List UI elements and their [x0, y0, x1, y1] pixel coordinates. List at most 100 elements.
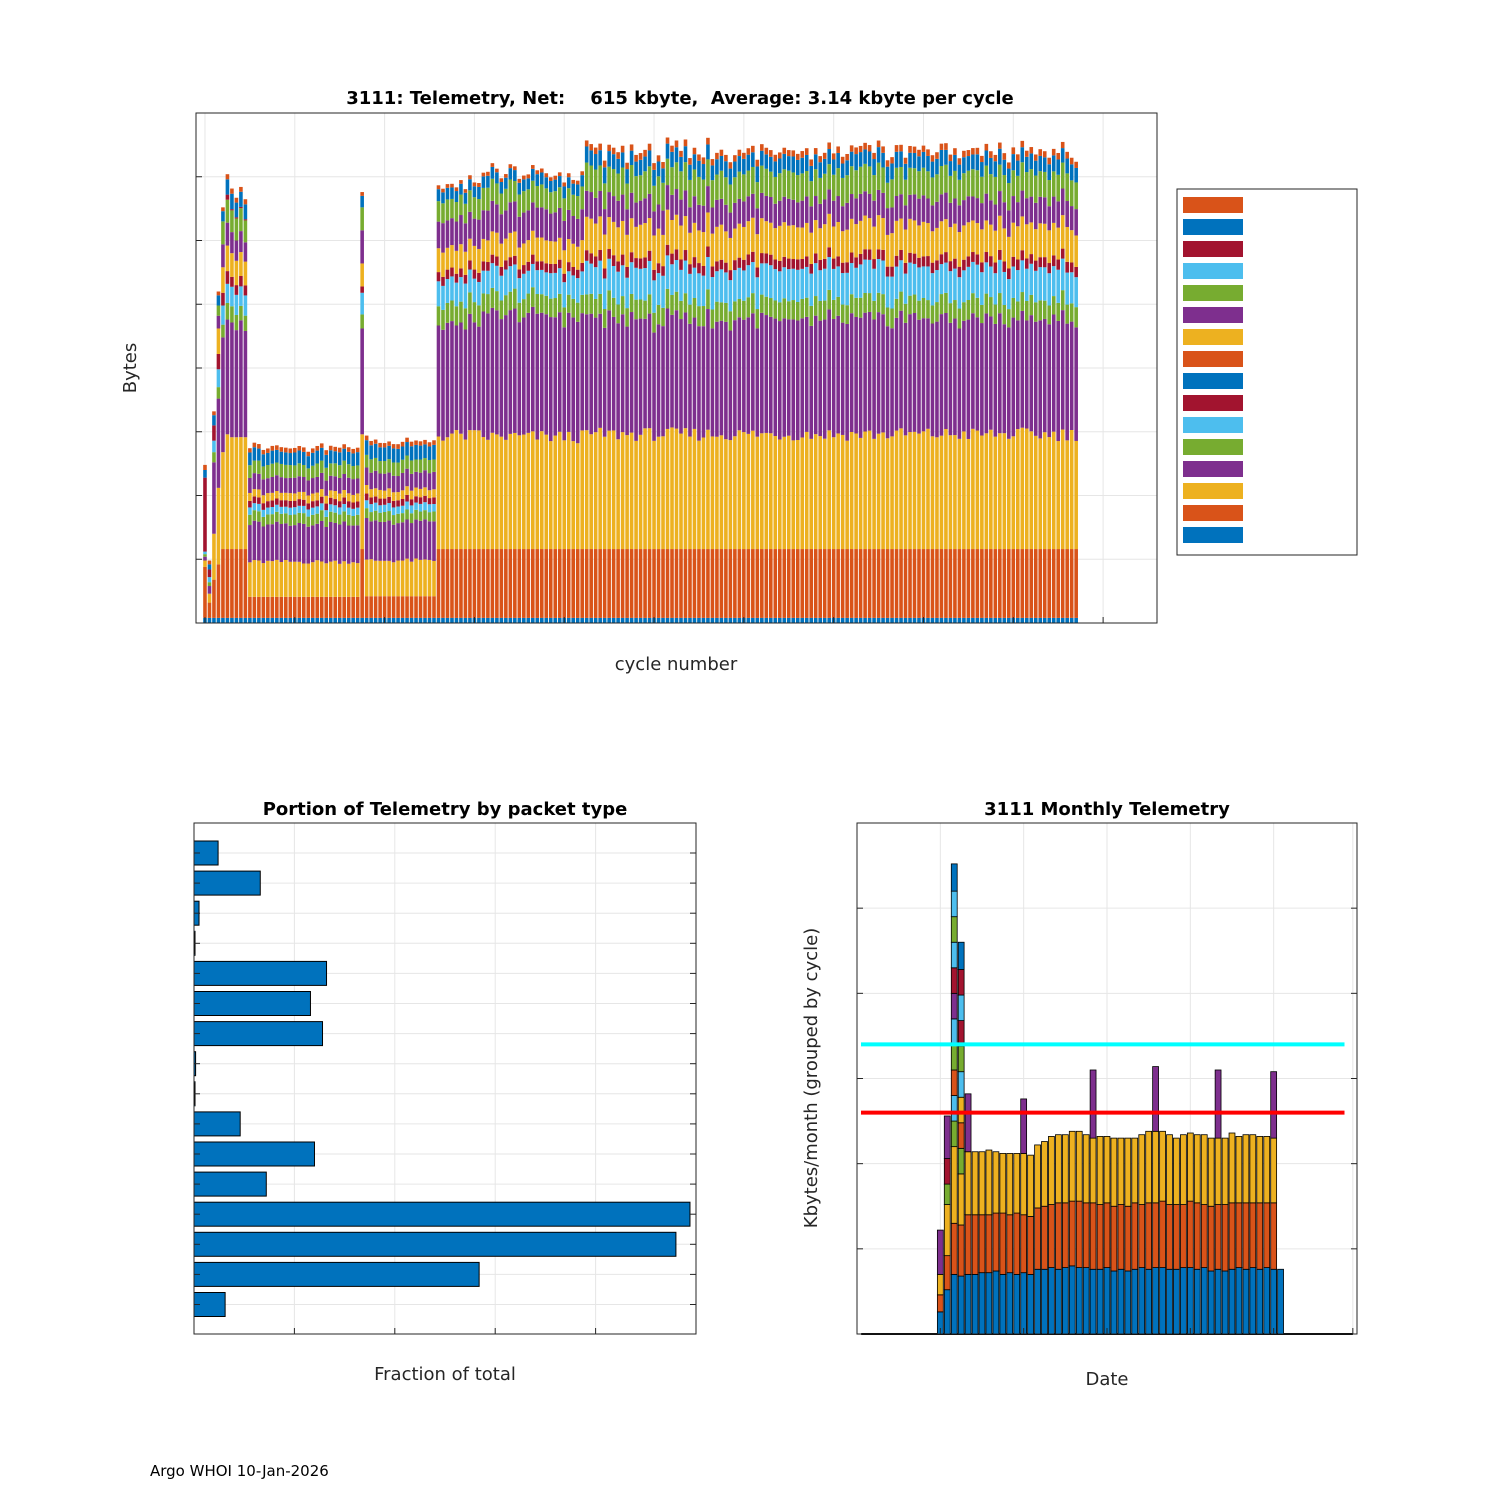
chart1-bar-segment	[665, 308, 670, 429]
chart1-bar-segment	[593, 317, 598, 433]
chart1-bar-segment	[921, 318, 926, 432]
chart1-bar-segment	[472, 197, 477, 219]
chart1-bar-segment	[697, 306, 701, 327]
chart1-bar-segment	[203, 477, 207, 552]
chart1-bar-segment	[908, 432, 912, 550]
chart1-bar-segment	[297, 512, 302, 524]
chart1-bar-segment	[715, 199, 719, 227]
chart1-bar-segment	[804, 297, 809, 317]
chart1-bar-segment	[755, 436, 760, 550]
chart1-bar-segment	[288, 561, 293, 597]
chart1-bar-segment	[522, 175, 526, 180]
chart1-bar-segment	[557, 207, 562, 238]
chart1-bar-segment	[589, 150, 593, 166]
chart1-bar-segment	[468, 269, 472, 293]
chart1-bar-segment	[382, 460, 387, 474]
chart1-bar-segment	[436, 185, 441, 190]
chart1-bar-segment	[948, 227, 953, 262]
chart1-bar-segment	[751, 145, 755, 153]
chart3-bar-segment	[1159, 1267, 1166, 1335]
chart1-bar-segment	[373, 520, 378, 561]
chart1-bar-segment	[230, 188, 234, 194]
chart1-bar-segment	[427, 521, 432, 560]
chart1-bar-segment	[980, 323, 984, 436]
chart1-bar-segment	[908, 252, 912, 263]
chart1-bar-segment	[472, 186, 477, 198]
chart3-bar-segment	[1242, 1268, 1250, 1335]
chart1-bar-segment	[791, 259, 796, 269]
chart1-bar-segment	[697, 440, 701, 550]
chart1-bar-segment	[459, 549, 463, 618]
chart1-bar-segment	[661, 326, 665, 437]
chart1-bar-segment	[867, 293, 872, 312]
chart1-bar-segment	[252, 489, 257, 497]
chart1-bar-segment	[602, 549, 607, 618]
chart1-bar-segment	[266, 452, 270, 465]
chart1-bar-segment	[737, 156, 742, 172]
chart1-bar-segment	[571, 441, 576, 550]
chart1-bar-segment	[257, 560, 261, 597]
chart1-bar-segment	[602, 167, 607, 184]
chart1-bar-segment	[921, 195, 926, 222]
chart1-bar-segment	[584, 162, 589, 191]
chart1-bar-segment	[827, 309, 831, 431]
chart1-bar-segment	[544, 549, 549, 618]
chart1-bar-segment	[611, 196, 616, 222]
chart1-bar-segment	[481, 437, 486, 550]
chart1-bar-segment	[616, 271, 620, 305]
chart1-bar-segment	[858, 297, 863, 318]
chart1-bar-segment	[297, 499, 302, 506]
chart1-bar-segment	[387, 617, 391, 623]
chart1-bar-segment	[760, 150, 764, 166]
chart1-bar-segment	[310, 465, 315, 479]
chart1-bar-segment	[679, 433, 683, 550]
chart1-bar-segment	[216, 617, 221, 623]
chart1-bar-segment	[1051, 148, 1056, 156]
chart1-bar-segment	[652, 332, 656, 441]
chart1-bar-segment	[827, 189, 831, 214]
chart3-bar-segment	[1110, 1137, 1118, 1207]
chart1-bar-segment	[930, 549, 935, 618]
chart1-bar-segment	[1015, 202, 1020, 227]
chart1-bar-segment	[921, 145, 926, 152]
chart1-bar-segment	[1007, 279, 1011, 310]
chart1-bar-segment	[647, 617, 652, 623]
chart1-bar-segment	[710, 207, 715, 234]
chart1-bar-segment	[292, 452, 297, 466]
chart1-bar-segment	[387, 488, 391, 497]
chart1-bar-segment	[535, 617, 540, 623]
chart1-bar-segment	[701, 326, 706, 438]
chart1-bar-segment	[908, 549, 912, 618]
chart1-bar-segment	[248, 477, 252, 493]
chart1-bar-segment	[270, 450, 275, 464]
chart1-bar-segment	[1065, 158, 1069, 174]
chart1-bar-segment	[328, 617, 333, 623]
chart1-bar-segment	[652, 280, 656, 313]
chart3-bar-segment	[1055, 1202, 1062, 1270]
chart3-bar-segment	[957, 1224, 965, 1277]
chart1-bar-segment	[719, 320, 724, 436]
chart1-bar-segment	[697, 230, 701, 264]
chart1-bar-segment	[701, 205, 706, 233]
chart1-bar-segment	[418, 511, 423, 521]
chart3-bar-segment	[1173, 1204, 1180, 1270]
chart1-bar-segment	[553, 212, 558, 242]
chart1-bar-segment	[432, 440, 436, 445]
chart1-bar-segment	[580, 240, 584, 263]
chart1-bar-segment	[831, 153, 836, 160]
chart1-bar-segment	[611, 221, 616, 256]
chart1-bar-segment	[930, 436, 935, 550]
chart1-bar-segment	[584, 314, 589, 431]
chart1-bar-segment	[531, 165, 535, 169]
chart1-bar-segment	[387, 496, 391, 504]
telemetry-cycle-chart: 3111: Telemetry, Net: 615 kbyte, Average…	[120, 88, 1358, 675]
chart1-bar-segment	[275, 491, 279, 499]
chart1-bar-segment	[418, 503, 423, 512]
chart3-bar-segment	[1103, 1267, 1111, 1335]
chart1-bar-segment	[562, 549, 567, 618]
chart3-bar-segment	[985, 1272, 993, 1335]
chart1-bar-segment	[526, 293, 531, 313]
chart1-bar-segment	[364, 454, 369, 468]
chart1-bar-segment	[526, 261, 531, 271]
chart1-bar-segment	[890, 266, 894, 277]
